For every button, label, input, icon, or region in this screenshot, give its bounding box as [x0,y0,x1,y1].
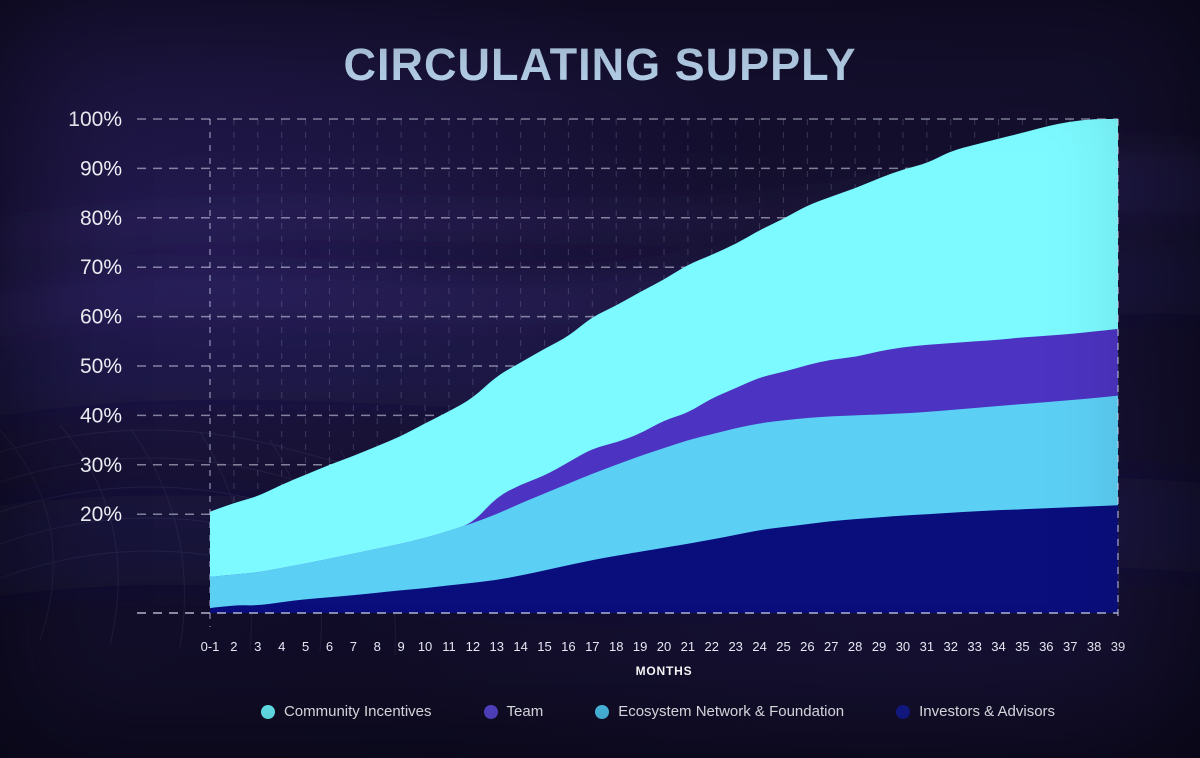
x-tick-label: 4 [278,639,285,654]
x-axis-title: MONTHS [635,664,693,678]
x-tick-label: 2 [230,639,237,654]
area-investors-advisors [210,505,1118,613]
x-tick-label: 9 [398,639,405,654]
y-tick-label: 30% [80,454,122,477]
y-tick-label: 60% [80,306,122,329]
x-tick-label: 3 [254,639,261,654]
x-tick-label: 13 [490,639,504,654]
x-tick-label: 5 [302,639,309,654]
x-tick-label: 38 [1087,639,1101,654]
x-axis-labels: 0-1 2 3 4 5 6 7 8 9 10 11 12 13 14 15 16 17 18 19 20 21 22 23 2… [201,639,1126,654]
x-tick-label: 15 [537,639,551,654]
x-tick-label: 31 [920,639,934,654]
x-tick-label: 37 [1063,639,1077,654]
x-tick-label: 29 [872,639,886,654]
x-tick-label: 39 [1111,639,1125,654]
x-tick-label: 21 [681,639,695,654]
x-tick-label: 7 [350,639,357,654]
x-tick-label: 28 [848,639,862,654]
y-tick-label: 100% [68,108,122,131]
legend-dot-icon [260,704,275,719]
x-tick-label: 22 [705,639,719,654]
y-axis-labels: 100% 90% 80% 70% 60% 50% 40% 30% 20% [68,108,122,526]
x-tick-label: 19 [633,639,647,654]
x-tick-label: 24 [752,639,766,654]
x-tick-label: 20 [657,639,671,654]
legend-label: Investors & Advisors [919,703,1056,720]
x-tick-label: 17 [585,639,599,654]
x-tick-label: 8 [374,639,381,654]
x-tick-label: 30 [896,639,910,654]
x-tick-label: 12 [466,639,480,654]
x-tick-label: 27 [824,639,838,654]
y-tick-label: 20% [80,503,122,526]
x-tick-label: 23 [728,639,742,654]
legend-dot-icon [896,704,911,719]
legend-item: Ecosystem Network & Foundation [595,703,844,720]
x-tick-label: 14 [513,639,527,654]
legend-item: Investors & Advisors [896,703,1055,720]
x-tick-label: 25 [776,639,790,654]
x-tick-label: 34 [991,639,1005,654]
legend-label: Ecosystem Network & Foundation [618,703,845,720]
x-tick-label: 18 [609,639,623,654]
chart-title: CIRCULATING SUPPLY [343,39,857,90]
x-tick-label: 32 [944,639,958,654]
x-tick-label: 0-1 [201,639,220,654]
legend-label: Team [506,703,544,720]
legend-label: Community Incentives [283,703,432,720]
legend-dot-icon [483,704,498,719]
stacked-areas [210,119,1118,613]
legend: Community Incentives Team Ecosystem Networ… [58,703,1200,720]
x-tick-label: 11 [442,639,456,654]
x-tick-label: 35 [1015,639,1029,654]
x-tick-label: 26 [800,639,814,654]
x-tick-label: 33 [967,639,981,654]
legend-dot-icon [595,704,610,719]
x-tick-label: 16 [561,639,575,654]
x-tick-label: 6 [326,639,333,654]
x-tick-label: 10 [418,639,432,654]
legend-item: Team [483,703,544,720]
y-tick-label: 50% [80,355,122,378]
legend-item: Community Incentives [260,703,432,720]
x-tick-label: 36 [1039,639,1053,654]
y-tick-label: 70% [80,256,122,279]
y-tick-label: 40% [80,404,122,427]
y-tick-label: 90% [80,157,122,180]
y-tick-label: 80% [80,207,122,230]
